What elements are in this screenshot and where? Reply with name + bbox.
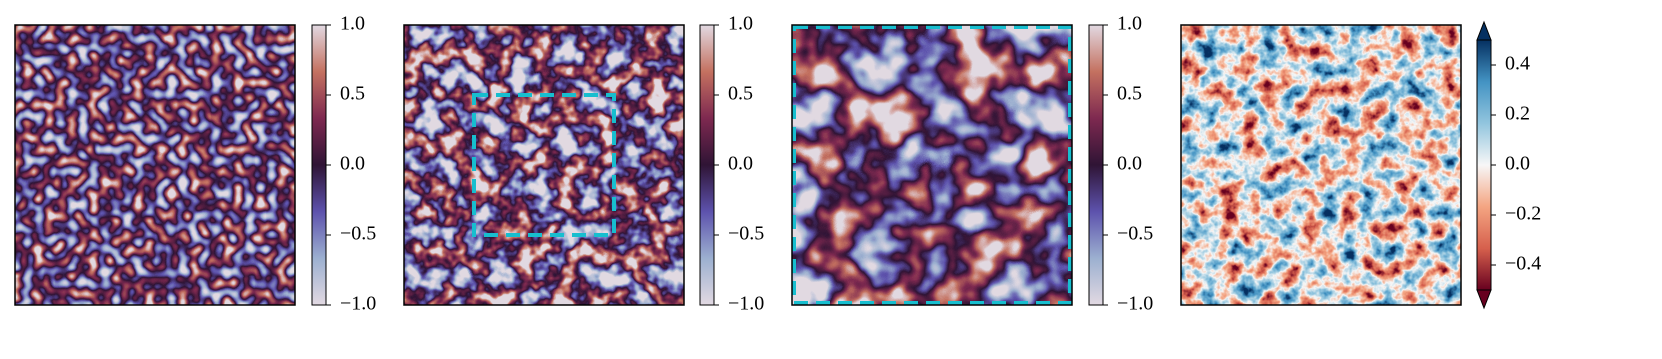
colorbar-gradient (1089, 25, 1103, 305)
colorbar-tick-label: −0.4 (1505, 253, 1541, 275)
colorbar-tick-label: −0.5 (728, 223, 764, 245)
colorbar-tick-label: 0.0 (728, 153, 753, 175)
panel-frame (791, 24, 1073, 306)
colorbar-tick-label: 1.0 (340, 13, 365, 35)
panel (403, 24, 685, 306)
panel (14, 24, 296, 306)
heatmap-image (15, 25, 295, 305)
colorbar-tick-label: −0.2 (1505, 203, 1541, 225)
colorbar-tick-label: −1.0 (728, 293, 764, 315)
panel-frame (14, 24, 296, 306)
highlight-box (792, 25, 1072, 305)
colorbar-tick-label: −1.0 (340, 293, 376, 315)
colorbar-gradient (1477, 40, 1491, 290)
colorbar: 1.0 0.5 0.0 −0.5 −1.0 (699, 13, 764, 315)
colorbar-tick-label: −1.0 (1117, 293, 1153, 315)
colorbar-gradient (700, 25, 714, 305)
colorbar: 1.0 0.5 0.0 −0.5 −1.0 (311, 13, 376, 315)
colorbar-tick-label: 0.5 (340, 83, 365, 105)
colorbar-tick-label: 0.0 (1117, 153, 1142, 175)
colorbar-tick-label: 1.0 (728, 13, 753, 35)
colorbar-tick-label: −0.5 (1117, 223, 1153, 245)
colorbar-tick-label: 0.0 (340, 153, 365, 175)
panel-frame (403, 24, 685, 306)
heatmap-image (792, 25, 1072, 305)
heatmap-image (404, 25, 684, 305)
colorbar-tick-label: 1.0 (1117, 13, 1142, 35)
colorbar-tick-label: 0.0 (1505, 153, 1530, 175)
colorbar-extend-top (1476, 20, 1492, 41)
heatmap-image (1181, 25, 1461, 305)
colorbar: 0.4 0.2 0.0 −0.2 −0.4 (1476, 20, 1541, 310)
colorbar-tick-label: 0.4 (1505, 53, 1530, 75)
panel (1180, 24, 1462, 306)
colorbar-extend-bottom (1476, 289, 1492, 310)
colorbar-tick-label: 0.5 (728, 83, 753, 105)
highlight-box (472, 93, 616, 237)
colorbar-gradient (312, 25, 326, 305)
panel (791, 24, 1073, 306)
colorbar-tick-label: 0.2 (1505, 103, 1530, 125)
colorbar-tick-label: −0.5 (340, 223, 376, 245)
colorbar: 1.0 0.5 0.0 −0.5 −1.0 (1088, 13, 1153, 315)
colorbar-tick-label: 0.5 (1117, 83, 1142, 105)
panel-frame (1180, 24, 1462, 306)
